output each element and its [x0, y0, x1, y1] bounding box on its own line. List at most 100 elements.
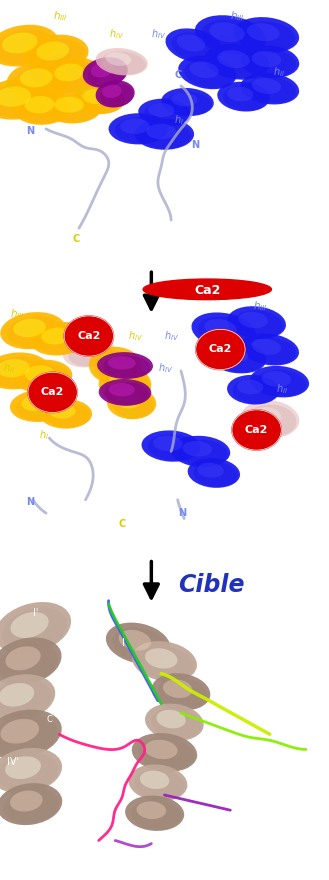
Ellipse shape: [183, 441, 212, 457]
Text: C: C: [10, 853, 21, 868]
Ellipse shape: [252, 51, 281, 67]
Ellipse shape: [188, 458, 240, 488]
Ellipse shape: [246, 77, 296, 104]
Text: $h_{II}$: $h_{II}$: [3, 78, 15, 92]
Text: $h_I$: $h_I$: [39, 428, 49, 442]
Ellipse shape: [0, 359, 30, 378]
Ellipse shape: [25, 96, 54, 114]
Text: IV: IV: [66, 775, 75, 785]
Text: Ca2: Ca2: [77, 331, 101, 341]
Ellipse shape: [184, 60, 234, 88]
Ellipse shape: [234, 17, 299, 53]
Ellipse shape: [119, 630, 151, 650]
Ellipse shape: [23, 34, 89, 73]
Ellipse shape: [0, 783, 62, 825]
Ellipse shape: [13, 90, 72, 125]
Ellipse shape: [219, 41, 255, 61]
Ellipse shape: [5, 647, 41, 671]
Text: $h_{II}$: $h_{II}$: [276, 383, 288, 396]
Ellipse shape: [109, 383, 135, 396]
Ellipse shape: [13, 360, 72, 393]
Text: C: C: [115, 846, 121, 854]
Ellipse shape: [36, 41, 69, 61]
Ellipse shape: [100, 84, 133, 106]
Ellipse shape: [30, 322, 89, 356]
Ellipse shape: [158, 678, 208, 709]
Ellipse shape: [233, 378, 277, 404]
Ellipse shape: [178, 55, 236, 89]
Ellipse shape: [167, 92, 212, 115]
Ellipse shape: [99, 379, 151, 406]
Ellipse shape: [227, 375, 280, 405]
Text: C: C: [174, 70, 182, 80]
Ellipse shape: [21, 395, 51, 411]
Ellipse shape: [94, 351, 139, 383]
Ellipse shape: [128, 765, 188, 802]
Ellipse shape: [10, 390, 69, 422]
Ellipse shape: [125, 796, 184, 831]
Text: N: N: [102, 584, 108, 594]
Ellipse shape: [0, 674, 55, 722]
Ellipse shape: [7, 316, 62, 348]
Ellipse shape: [137, 802, 166, 819]
Text: $h_{III}$: $h_{III}$: [53, 9, 67, 23]
Text: N: N: [237, 745, 243, 754]
Ellipse shape: [99, 354, 125, 372]
Ellipse shape: [63, 337, 115, 368]
Text: C: C: [72, 233, 80, 244]
Ellipse shape: [191, 312, 256, 348]
Ellipse shape: [151, 708, 201, 739]
Ellipse shape: [0, 748, 62, 794]
Ellipse shape: [30, 39, 85, 71]
Ellipse shape: [145, 649, 177, 669]
Ellipse shape: [107, 387, 156, 419]
Ellipse shape: [219, 347, 248, 363]
Ellipse shape: [0, 353, 49, 389]
Ellipse shape: [237, 379, 263, 394]
Text: $h_I$: $h_I$: [33, 407, 43, 421]
Ellipse shape: [148, 103, 174, 117]
Ellipse shape: [0, 86, 31, 106]
Ellipse shape: [197, 463, 224, 478]
Ellipse shape: [116, 392, 140, 408]
Ellipse shape: [208, 341, 266, 373]
Ellipse shape: [19, 363, 69, 392]
Text: $h_I$: $h_I$: [76, 84, 86, 98]
Text: $h_{III}$: $h_{III}$: [230, 9, 245, 23]
Ellipse shape: [0, 719, 39, 744]
Text: I': I': [33, 608, 38, 618]
Circle shape: [232, 410, 281, 450]
Ellipse shape: [227, 86, 253, 101]
Ellipse shape: [0, 29, 55, 65]
Ellipse shape: [204, 44, 269, 80]
Ellipse shape: [89, 347, 141, 385]
Ellipse shape: [227, 306, 286, 339]
Ellipse shape: [49, 62, 99, 92]
Ellipse shape: [0, 753, 58, 792]
Ellipse shape: [252, 407, 281, 426]
Text: C: C: [125, 411, 132, 422]
Ellipse shape: [145, 740, 178, 759]
Ellipse shape: [0, 642, 58, 683]
Text: N: N: [191, 140, 199, 150]
Text: IV': IV': [7, 757, 18, 766]
Ellipse shape: [99, 365, 151, 403]
Ellipse shape: [240, 334, 299, 365]
Ellipse shape: [30, 55, 88, 85]
Ellipse shape: [252, 339, 281, 355]
Ellipse shape: [101, 51, 145, 75]
Ellipse shape: [54, 63, 84, 81]
Text: $h_{IV}$: $h_{IV}$: [109, 27, 124, 41]
Ellipse shape: [217, 82, 270, 112]
Ellipse shape: [11, 612, 49, 638]
Ellipse shape: [193, 462, 238, 487]
Text: Ca2: Ca2: [209, 344, 232, 355]
Ellipse shape: [4, 788, 59, 824]
Text: $h_I$: $h_I$: [174, 114, 184, 128]
Text: $h_{II}$: $h_{II}$: [3, 361, 15, 375]
Text: $h_{IV}$: $h_{IV}$: [164, 329, 180, 342]
Ellipse shape: [13, 66, 69, 98]
Ellipse shape: [250, 366, 309, 398]
Ellipse shape: [0, 84, 49, 118]
Ellipse shape: [43, 57, 102, 93]
